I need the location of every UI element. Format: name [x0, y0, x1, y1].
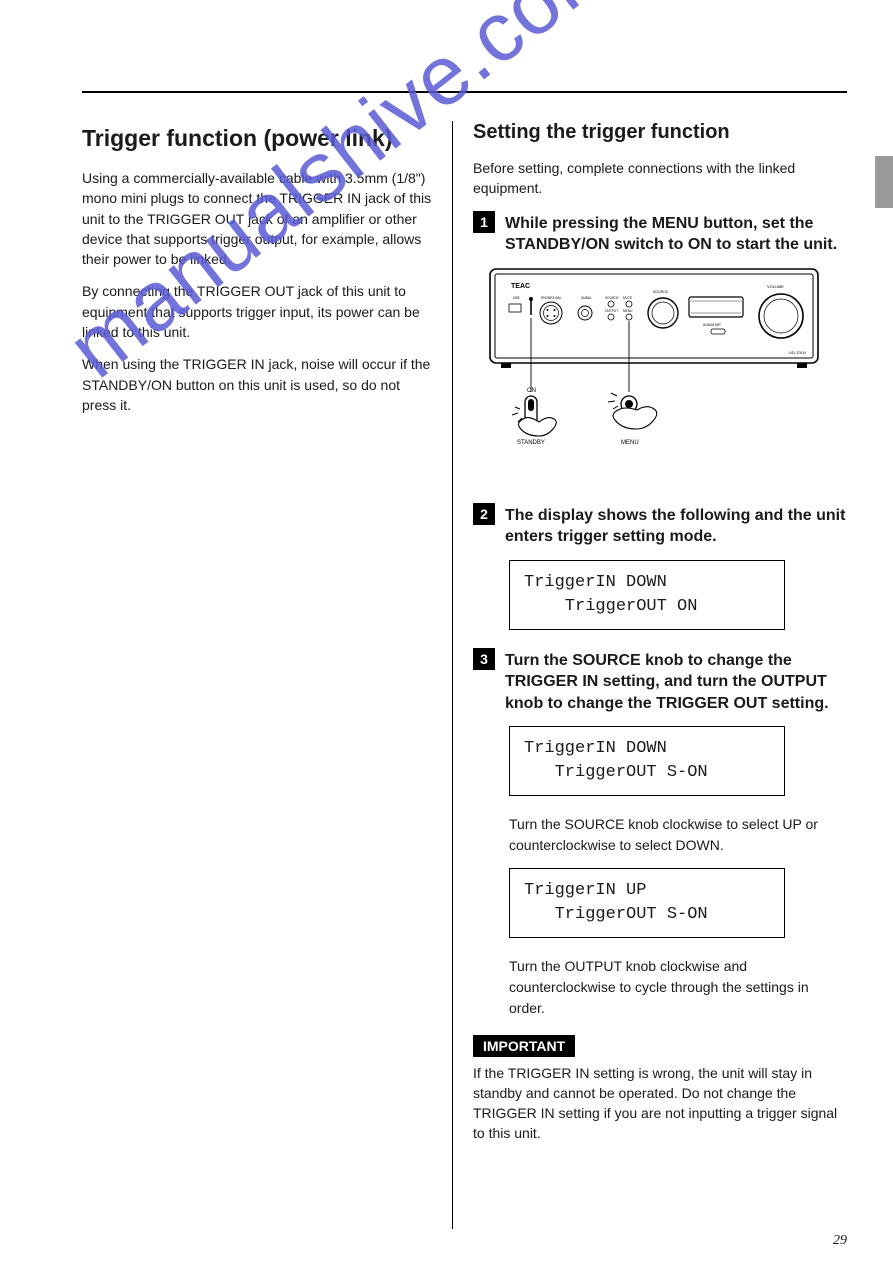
- svg-text:UNBAL: UNBAL: [581, 296, 592, 300]
- horizontal-rule: [82, 91, 847, 93]
- important-badge: IMPORTANT: [473, 1035, 575, 1057]
- display-box-1: TriggerIN DOWN TriggerOUT ON: [509, 560, 785, 630]
- svg-text:MUTE: MUTE: [623, 296, 632, 300]
- side-tab: [875, 156, 893, 208]
- svg-text:SOURCE: SOURCE: [653, 290, 669, 294]
- step-2-text: The display shows the following and the …: [505, 503, 847, 548]
- step-number-1: 1: [473, 211, 495, 233]
- brand-label: TEAC: [511, 283, 530, 290]
- right-intro: Before setting, complete connections wit…: [473, 158, 847, 199]
- press-standby-icon: ON STANDBY: [512, 388, 556, 446]
- left-column: Trigger function (power link) Using a co…: [82, 121, 452, 1229]
- left-subheading: Trigger function (power link): [82, 125, 432, 152]
- svg-text:USB: USB: [513, 296, 520, 300]
- display-box-3: TriggerIN UP TriggerOUT S-ON: [509, 868, 785, 938]
- svg-text:ALBUM ART: ALBUM ART: [703, 323, 721, 327]
- left-paragraph-1: Using a commercially-available cable wit…: [82, 168, 432, 269]
- svg-text:STANDBY: STANDBY: [517, 440, 545, 446]
- note-2: Turn the OUTPUT knob clockwise and count…: [509, 956, 847, 1019]
- important-text: If the TRIGGER IN setting is wrong, the …: [473, 1063, 847, 1144]
- two-column-layout: Trigger function (power link) Using a co…: [82, 121, 847, 1229]
- svg-text:MENU: MENU: [623, 309, 633, 313]
- device-svg: TEAC USB PHONES BAL UNBAL: [489, 268, 831, 478]
- svg-text:MENU: MENU: [621, 440, 639, 446]
- svg-text:PHONES BAL: PHONES BAL: [541, 296, 562, 300]
- step-1: 1 While pressing the MENU button, set th…: [473, 211, 847, 256]
- display-box-2: TriggerIN DOWN TriggerOUT S-ON: [509, 726, 785, 796]
- svg-text:VOLUME: VOLUME: [767, 284, 784, 289]
- device-front-figure: TEAC USB PHONES BAL UNBAL: [489, 268, 847, 483]
- step-2: 2 The display shows the following and th…: [473, 503, 847, 548]
- step-3: 3 Turn the SOURCE knob to change the TRI…: [473, 648, 847, 715]
- note-1: Turn the SOURCE knob clockwise to select…: [509, 814, 847, 856]
- page-number: 29: [833, 1233, 847, 1249]
- svg-text:SOURCE: SOURCE: [605, 296, 619, 300]
- right-column: Setting the trigger function Before sett…: [453, 121, 847, 1229]
- press-menu-icon: MENU: [608, 393, 657, 446]
- left-paragraph-2: By connecting the TRIGGER OUT jack of th…: [82, 281, 432, 342]
- step-1-text: While pressing the MENU button, set the …: [505, 211, 847, 256]
- step-number-3: 3: [473, 648, 495, 670]
- step-number-2: 2: [473, 503, 495, 525]
- svg-text:UD-701N: UD-701N: [789, 350, 806, 355]
- step-3-text: Turn the SOURCE knob to change the TRIGG…: [505, 648, 847, 715]
- svg-text:OUTPUT: OUTPUT: [605, 309, 618, 313]
- left-paragraph-3: When using the TRIGGER IN jack, noise wi…: [82, 354, 432, 415]
- right-heading: Setting the trigger function: [473, 121, 847, 144]
- svg-text:ON: ON: [527, 388, 536, 394]
